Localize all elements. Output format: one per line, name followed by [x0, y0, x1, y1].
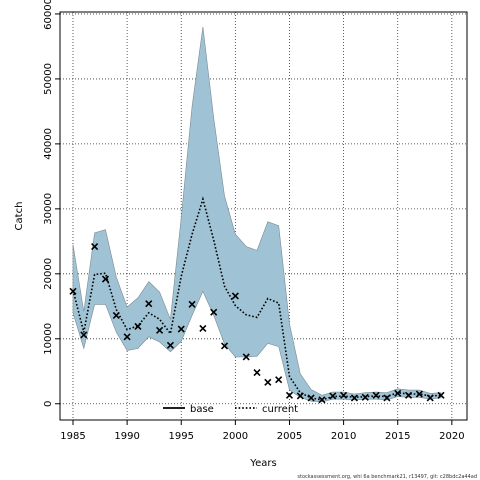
series-line-current [72, 196, 442, 401]
legend-entry-current: current [235, 404, 298, 415]
x-axis-title: Years [249, 458, 276, 469]
legend: base current [163, 404, 298, 415]
y-tick-label: 10000 [43, 323, 54, 355]
y-tick-label: 60000 [43, 0, 54, 30]
data-point [242, 353, 250, 361]
y-tick-label: 20000 [43, 258, 54, 290]
y-tick-label: 40000 [43, 128, 54, 160]
footer-note: stockassessment.org, whi 6a benchmark21,… [297, 474, 477, 480]
data-point [123, 333, 131, 341]
grid-lines [60, 12, 467, 420]
legend-entry-base: base [163, 404, 214, 415]
data-point [80, 331, 88, 339]
data-point [318, 396, 326, 404]
observed-points [69, 242, 445, 404]
data-point [220, 342, 229, 350]
data-point [156, 326, 164, 334]
data-point [177, 325, 185, 333]
data-point [188, 300, 196, 308]
data-point [372, 391, 380, 399]
data-point [307, 394, 315, 402]
data-point [383, 394, 391, 402]
x-axis: 1985 1990 1995 2000 2005 2010 2015 2020 [60, 420, 465, 442]
y-tick-label: 30000 [43, 193, 54, 225]
x-tick-label: 1990 [114, 431, 139, 442]
plot-frame [59, 11, 468, 421]
y-axis: 0 10000 20000 30000 40000 50000 60000 [43, 0, 60, 407]
data-point [350, 394, 358, 402]
data-point [437, 391, 445, 399]
data-point [210, 308, 218, 316]
data-point [426, 394, 434, 402]
data-point [275, 376, 283, 384]
legend-label: current [262, 404, 298, 415]
data-point [112, 311, 120, 319]
data-point [231, 292, 239, 300]
data-point [340, 391, 348, 399]
legend-label: base [190, 404, 214, 415]
x-tick-label: 2005 [277, 431, 302, 442]
data-point [253, 369, 261, 377]
y-tick-label: 50000 [43, 63, 54, 95]
x-tick-label: 2000 [223, 431, 248, 442]
uncertainty-band [72, 26, 442, 403]
y-axis-title: Catch [14, 202, 25, 231]
data-point [91, 242, 99, 251]
data-point [145, 300, 153, 308]
data-point [134, 322, 142, 331]
x-tick-label: 2010 [331, 431, 356, 442]
data-point [166, 341, 174, 349]
data-point [101, 275, 110, 283]
x-tick-label: 2015 [385, 431, 410, 442]
y-tick-label: 0 [43, 401, 54, 407]
data-point [415, 390, 423, 398]
data-point [264, 378, 272, 386]
x-tick-label: 2020 [439, 431, 464, 442]
data-point [285, 391, 294, 399]
data-point [329, 392, 337, 400]
data-point [296, 392, 304, 400]
data-point [394, 389, 402, 397]
data-point [361, 393, 369, 401]
x-tick-label: 1995 [169, 431, 194, 442]
data-point [404, 391, 413, 399]
data-point [69, 287, 77, 295]
data-point [199, 324, 207, 332]
x-tick-label: 1985 [60, 431, 85, 442]
series-lines [72, 196, 442, 401]
